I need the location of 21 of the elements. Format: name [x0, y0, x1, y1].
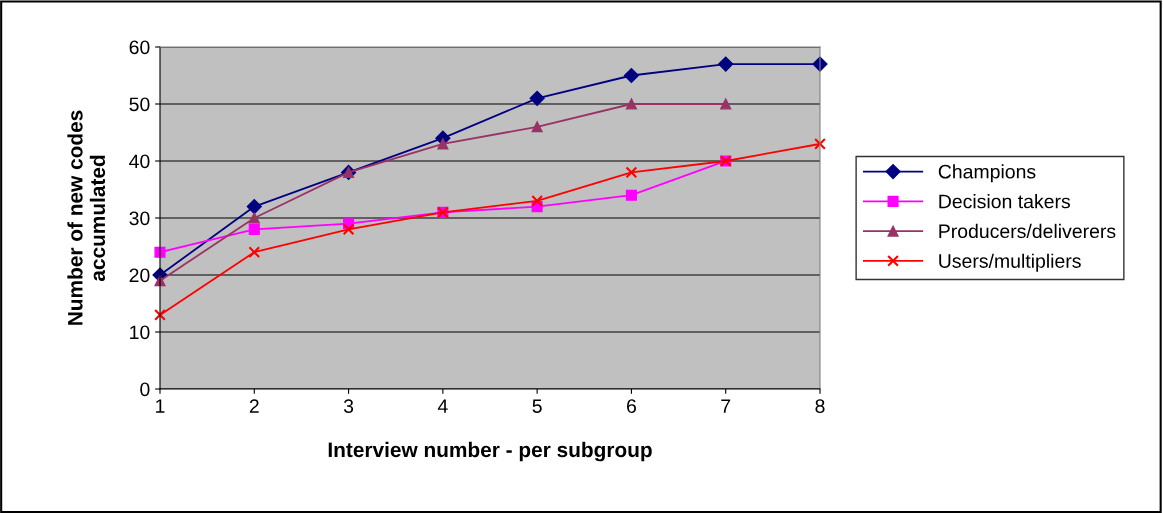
legend-label: Users/multipliers — [939, 253, 1081, 272]
y-tick-label: 10 — [130, 325, 150, 340]
x-tick-label: 4 — [437, 399, 448, 413]
y-tick-label: 50 — [129, 97, 150, 112]
y-axis-title: Number of new codes accumulated — [67, 110, 106, 325]
y-tick-label: 30 — [129, 211, 150, 226]
x-tick-label: 7 — [721, 399, 731, 413]
y-tick-label: 0 — [140, 382, 150, 397]
y-tick-label: 40 — [129, 154, 150, 169]
x-axis-title: Interview number - per subgroup — [328, 441, 652, 462]
legend-label: Champions — [938, 164, 1036, 183]
legend-label: Decision takers — [939, 194, 1071, 209]
x-tick-label: 1 — [156, 399, 165, 413]
x-tick-label: 2 — [249, 399, 259, 413]
x-tick-label: 6 — [627, 399, 636, 413]
y-tick-label: 20 — [129, 268, 150, 283]
x-tick-label: 8 — [815, 399, 825, 413]
x-tick-label: 3 — [343, 399, 354, 413]
y-tick-label: 60 — [129, 40, 150, 55]
legend-label: Producers/deliverers — [939, 223, 1116, 239]
x-tick-label: 5 — [532, 399, 542, 413]
